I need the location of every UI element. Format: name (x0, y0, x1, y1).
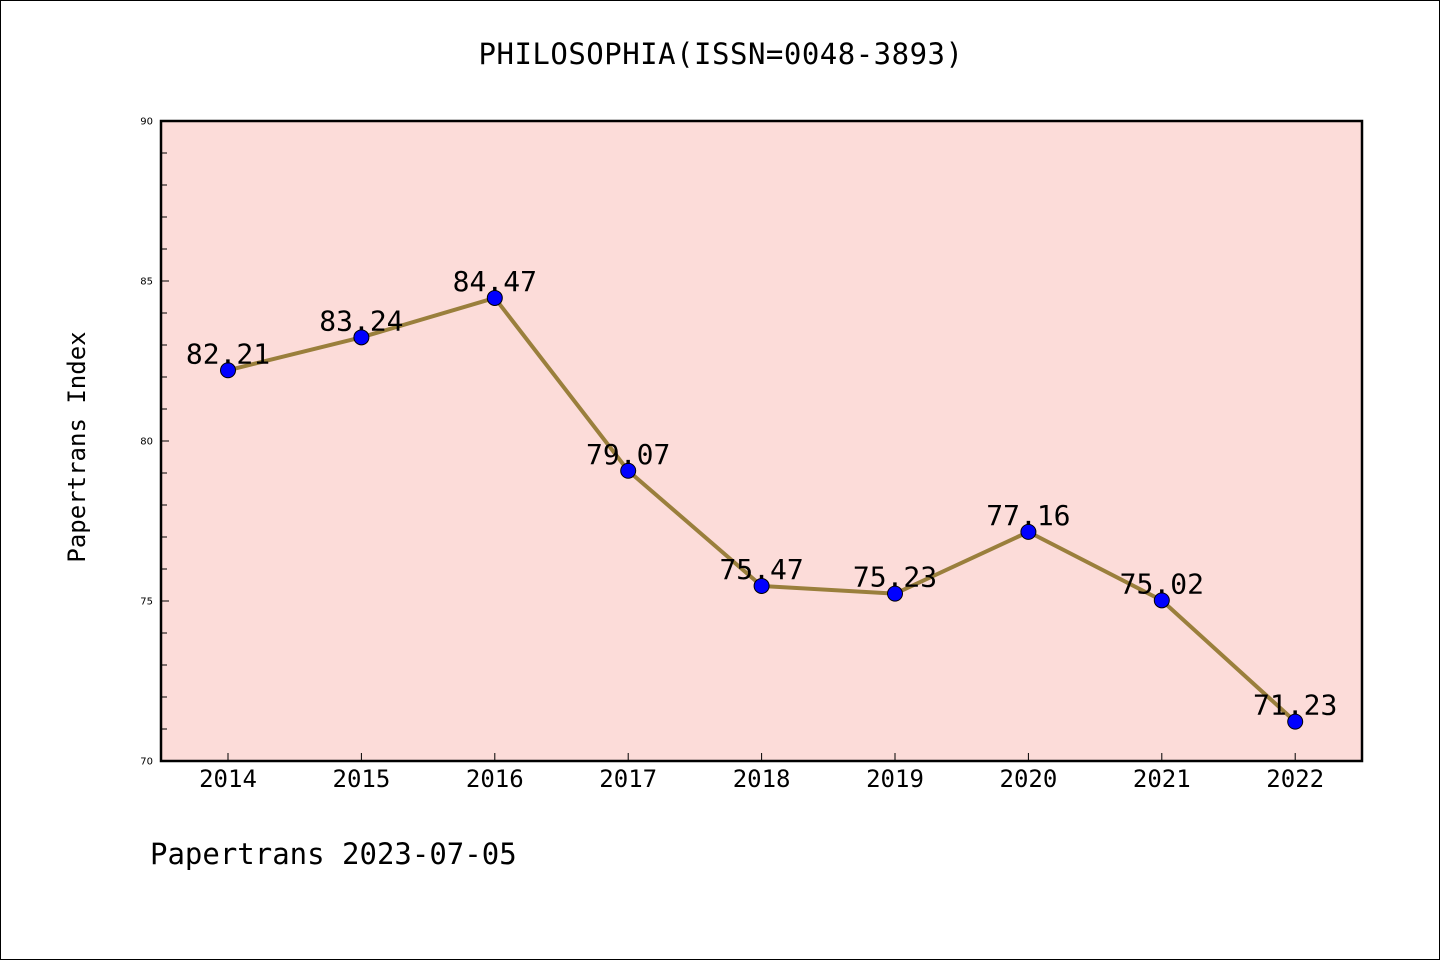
y-tick-label: 75 (140, 597, 153, 608)
data-label: 75.47 (719, 553, 803, 586)
data-point (1020, 523, 1037, 540)
x-tick-label: 2018 (733, 765, 791, 793)
data-point (1287, 713, 1304, 730)
data-point (220, 362, 236, 379)
x-tick-label: 2014 (199, 765, 257, 793)
x-tick-label: 2017 (599, 765, 657, 793)
chart-title: PHILOSOPHIA(ISSN=0048-3893) (478, 37, 964, 71)
x-tick-label: 2015 (333, 765, 391, 793)
data-label: 84.47 (453, 265, 537, 298)
plot-border (159, 119, 1364, 763)
y-tick-label: 70 (140, 757, 153, 768)
y-tick-label: 90 (140, 117, 153, 128)
y-tick-label: 85 (140, 277, 153, 288)
x-tick-label: 2022 (1266, 765, 1324, 793)
data-label: 83.24 (319, 304, 403, 337)
data-point (486, 289, 503, 306)
x-tick-label: 2016 (466, 765, 524, 793)
data-point (620, 462, 637, 479)
footer-credit: Papertrans 2023-07-05 (150, 837, 517, 871)
data-label: 71.23 (1253, 689, 1337, 722)
data-label: 75.23 (853, 561, 937, 594)
x-tick-label: 2019 (866, 765, 924, 793)
x-tick-label: 2020 (1000, 765, 1058, 793)
data-points (220, 289, 1304, 730)
data-point (753, 577, 770, 594)
data-labels: 82.21 83.24 84.47 79.07 75.47 75.23 77.16 75.02… (186, 265, 1337, 722)
x-tick-label: 2021 (1133, 765, 1191, 793)
y-tick-label: 80 (140, 437, 153, 448)
data-label: 82.21 (186, 337, 270, 370)
data-label: 77.16 (986, 499, 1070, 532)
x-axis: 2014 2015 2016 2017 2018 2019 2020 2021 2022 (199, 753, 1324, 793)
data-point (353, 329, 370, 346)
data-label: 79.07 (586, 438, 670, 471)
data-label: 75.02 (1120, 567, 1204, 600)
data-point (1153, 592, 1170, 609)
data-point (887, 585, 903, 602)
plot-area (161, 121, 1362, 761)
